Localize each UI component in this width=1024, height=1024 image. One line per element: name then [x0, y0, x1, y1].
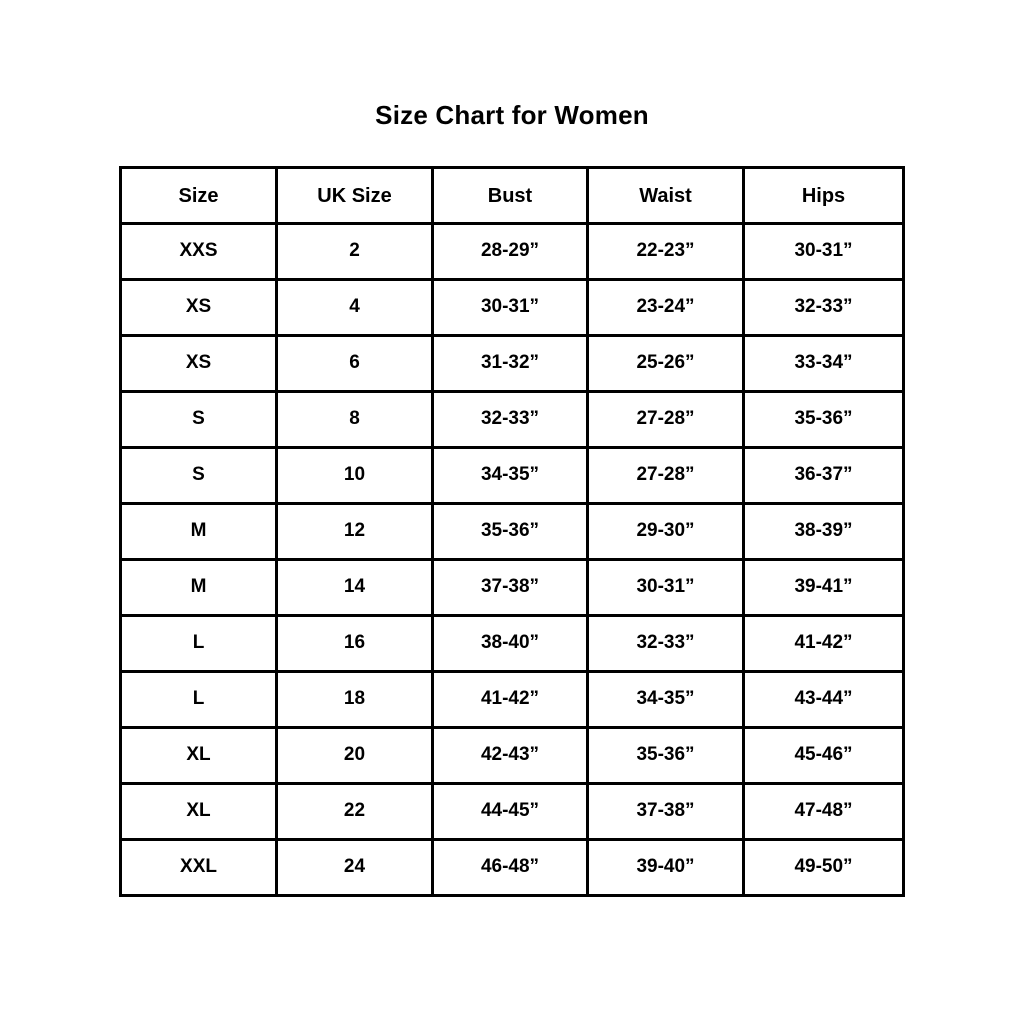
table-row: XXS 2 28-29” 22-23” 30-31”: [119, 222, 905, 281]
cell-bust: 30-31”: [431, 278, 589, 337]
cell-hips: 32-33”: [742, 278, 905, 337]
cell-uk-size: 6: [275, 334, 434, 393]
cell-bust: 41-42”: [431, 670, 589, 729]
cell-hips: 45-46”: [742, 726, 905, 785]
cell-waist: 25-26”: [586, 334, 745, 393]
cell-size: L: [119, 670, 278, 729]
cell-uk-size: 16: [275, 614, 434, 673]
table-row: XL 22 44-45” 37-38” 47-48”: [119, 782, 905, 841]
cell-size: XXL: [119, 838, 278, 897]
table-row: XXL 24 46-48” 39-40” 49-50”: [119, 838, 905, 897]
column-header-bust: Bust: [431, 166, 589, 225]
cell-hips: 33-34”: [742, 334, 905, 393]
cell-hips: 36-37”: [742, 446, 905, 505]
cell-size: S: [119, 390, 278, 449]
table-row: XL 20 42-43” 35-36” 45-46”: [119, 726, 905, 785]
cell-hips: 39-41”: [742, 558, 905, 617]
table-row: L 18 41-42” 34-35” 43-44”: [119, 670, 905, 729]
cell-waist: 34-35”: [586, 670, 745, 729]
table-row: XS 4 30-31” 23-24” 32-33”: [119, 278, 905, 337]
cell-uk-size: 22: [275, 782, 434, 841]
table-header-row: Size UK Size Bust Waist Hips: [119, 166, 905, 225]
cell-hips: 38-39”: [742, 502, 905, 561]
cell-bust: 35-36”: [431, 502, 589, 561]
cell-size: XS: [119, 278, 278, 337]
cell-bust: 32-33”: [431, 390, 589, 449]
cell-size: XL: [119, 726, 278, 785]
cell-uk-size: 12: [275, 502, 434, 561]
cell-bust: 28-29”: [431, 222, 589, 281]
column-header-hips: Hips: [742, 166, 905, 225]
cell-waist: 23-24”: [586, 278, 745, 337]
cell-bust: 31-32”: [431, 334, 589, 393]
cell-waist: 27-28”: [586, 390, 745, 449]
cell-uk-size: 10: [275, 446, 434, 505]
cell-waist: 27-28”: [586, 446, 745, 505]
cell-waist: 39-40”: [586, 838, 745, 897]
cell-bust: 34-35”: [431, 446, 589, 505]
column-header-uk-size: UK Size: [275, 166, 434, 225]
table-row: M 14 37-38” 30-31” 39-41”: [119, 558, 905, 617]
cell-bust: 44-45”: [431, 782, 589, 841]
cell-bust: 38-40”: [431, 614, 589, 673]
cell-waist: 30-31”: [586, 558, 745, 617]
cell-size: XL: [119, 782, 278, 841]
cell-hips: 35-36”: [742, 390, 905, 449]
table-row: XS 6 31-32” 25-26” 33-34”: [119, 334, 905, 393]
cell-hips: 43-44”: [742, 670, 905, 729]
cell-bust: 42-43”: [431, 726, 589, 785]
cell-uk-size: 20: [275, 726, 434, 785]
column-header-waist: Waist: [586, 166, 745, 225]
cell-uk-size: 14: [275, 558, 434, 617]
column-header-size: Size: [119, 166, 278, 225]
size-chart-table: Size UK Size Bust Waist Hips XXS 2 28-29…: [119, 166, 905, 897]
cell-uk-size: 8: [275, 390, 434, 449]
cell-bust: 46-48”: [431, 838, 589, 897]
cell-uk-size: 2: [275, 222, 434, 281]
cell-waist: 32-33”: [586, 614, 745, 673]
cell-size: M: [119, 502, 278, 561]
cell-hips: 30-31”: [742, 222, 905, 281]
table-row: M 12 35-36” 29-30” 38-39”: [119, 502, 905, 561]
cell-hips: 49-50”: [742, 838, 905, 897]
cell-bust: 37-38”: [431, 558, 589, 617]
table-row: L 16 38-40” 32-33” 41-42”: [119, 614, 905, 673]
table-row: S 10 34-35” 27-28” 36-37”: [119, 446, 905, 505]
size-table-container: Size UK Size Bust Waist Hips XXS 2 28-29…: [119, 166, 905, 897]
cell-waist: 35-36”: [586, 726, 745, 785]
cell-hips: 47-48”: [742, 782, 905, 841]
cell-waist: 29-30”: [586, 502, 745, 561]
cell-uk-size: 4: [275, 278, 434, 337]
cell-size: S: [119, 446, 278, 505]
cell-size: XXS: [119, 222, 278, 281]
cell-uk-size: 24: [275, 838, 434, 897]
cell-waist: 22-23”: [586, 222, 745, 281]
table-row: S 8 32-33” 27-28” 35-36”: [119, 390, 905, 449]
page-title: Size Chart for Women: [375, 100, 649, 130]
cell-hips: 41-42”: [742, 614, 905, 673]
cell-size: XS: [119, 334, 278, 393]
cell-size: M: [119, 558, 278, 617]
cell-waist: 37-38”: [586, 782, 745, 841]
cell-uk-size: 18: [275, 670, 434, 729]
cell-size: L: [119, 614, 278, 673]
